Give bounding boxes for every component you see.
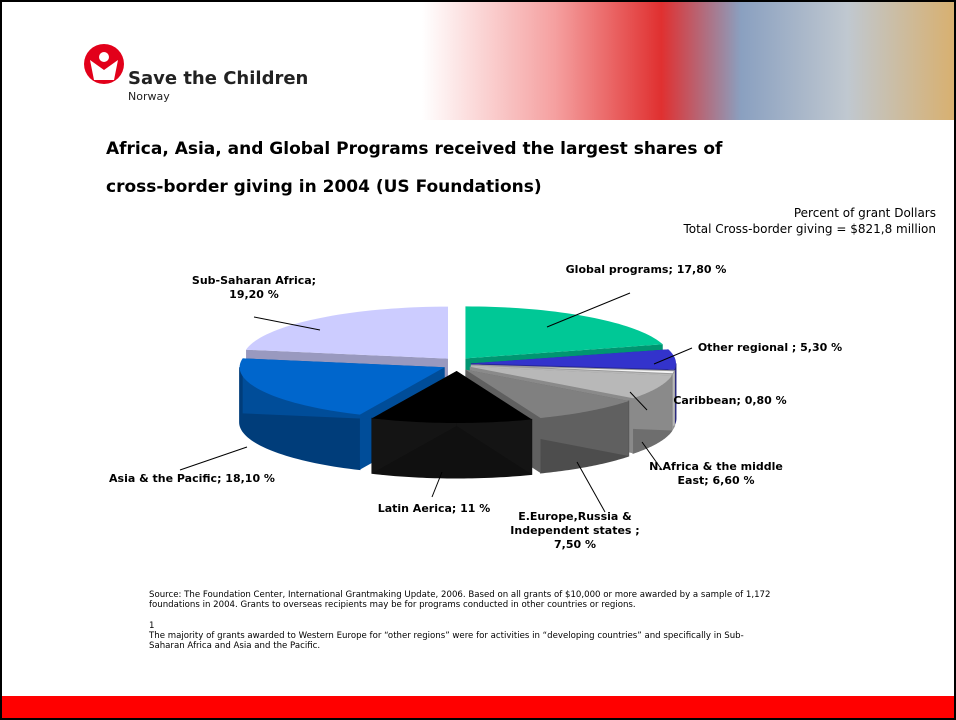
source-note: Source: The Foundation Center, Internati… (149, 590, 779, 610)
footnote-number: 1 (149, 621, 779, 631)
brand-name: Save the Children (128, 68, 308, 89)
data-label: Other regional ; 5,30 % (680, 341, 860, 355)
data-label: Caribbean; 0,80 % (655, 394, 805, 408)
slide: Save the Children Norway Africa, Asia, a… (0, 0, 956, 720)
slice (246, 307, 448, 359)
brand-country: Norway (128, 90, 170, 103)
footnote: The majority of grants awarded to Wester… (149, 631, 779, 651)
data-label: Sub-Saharan Africa; 19,20 % (189, 274, 319, 302)
subtitle: Percent of grant Dollars (794, 206, 936, 220)
logo-figure (99, 52, 109, 62)
data-label: N.Africa & the middle East; 6,60 % (641, 460, 791, 488)
chart (2, 2, 954, 718)
data-label: Asia & the Pacific; 18,10 % (107, 472, 277, 486)
footer-bar (2, 696, 954, 718)
subtitle: Total Cross-border giving = $821,8 milli… (683, 222, 936, 236)
chart-title: Africa, Asia, and Global Programs receiv… (106, 130, 766, 206)
data-label: Latin Aerica; 11 % (359, 502, 509, 516)
data-label: E.Europe,Russia & Independent states ; 7… (505, 510, 645, 552)
data-label: Global programs; 17,80 % (561, 263, 731, 277)
header-photo (422, 2, 954, 120)
